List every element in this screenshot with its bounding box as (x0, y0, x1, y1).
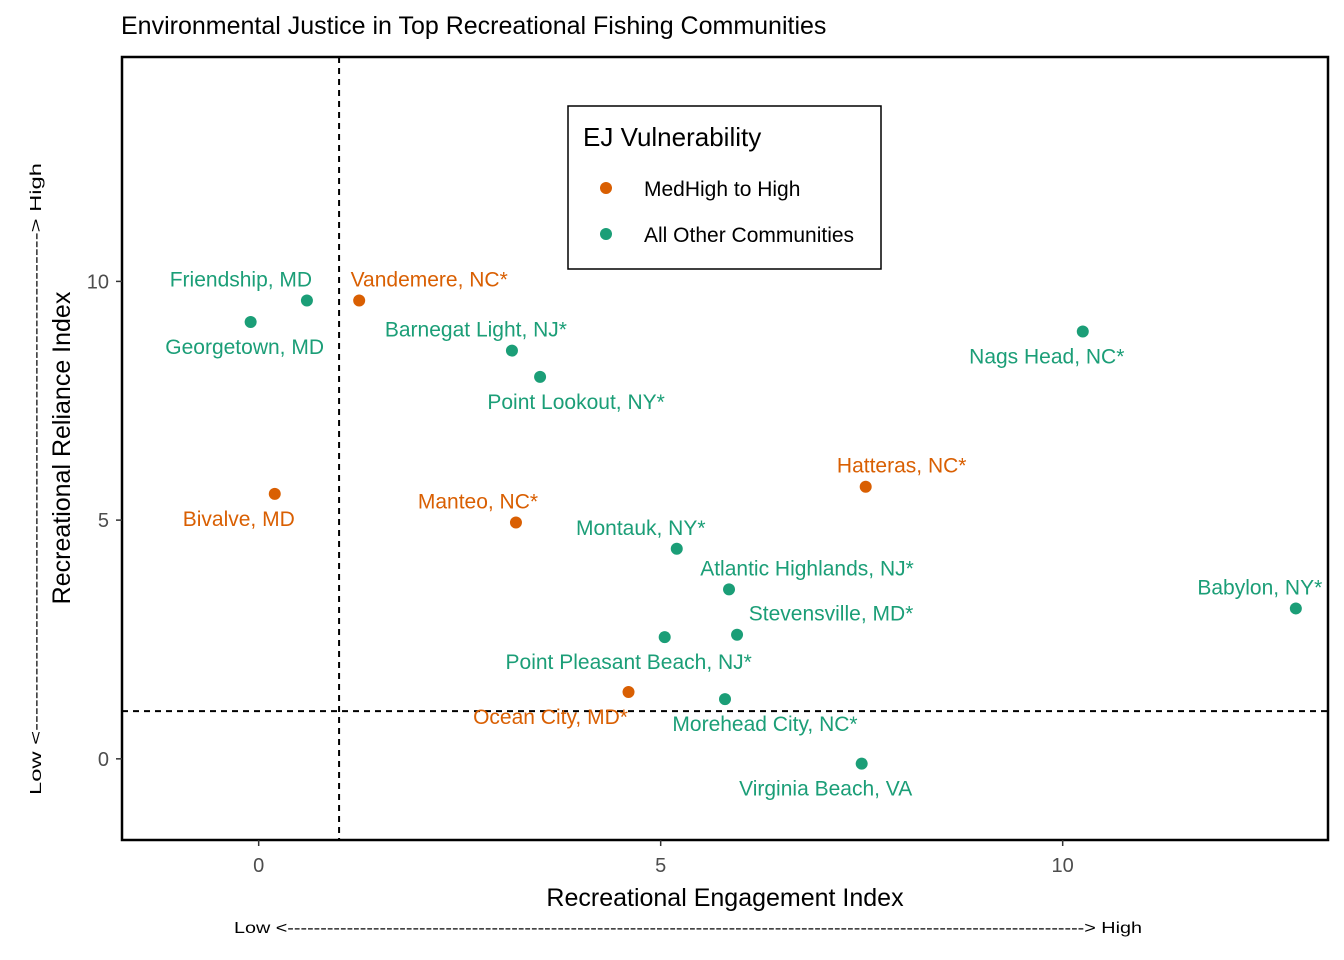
legend-label-high: MedHigh to High (644, 178, 800, 201)
x-direction-label: Low < -----------------------------------… (234, 920, 1142, 937)
data-points (244, 294, 1302, 770)
x-direction-dashes: ----------------------------------------… (287, 920, 1084, 937)
legend-box (567, 105, 882, 270)
point-label: Stevensville, MD* (749, 603, 914, 626)
data-point (622, 685, 635, 698)
point-label: Montauk, NY* (576, 517, 706, 540)
point-label: Friendship, MD (170, 268, 312, 291)
data-point (509, 516, 522, 529)
data-point (719, 693, 731, 706)
x-tick-label: 0 (253, 855, 264, 877)
point-labels: Friendship, MD Georgetown, MD Vandemere, N… (165, 268, 1322, 800)
x-tick-label: 10 (1052, 855, 1074, 877)
y-tick-label: 5 (98, 510, 109, 532)
legend-key-high (600, 182, 612, 194)
point-label: Point Lookout, NY* (487, 391, 664, 414)
data-point (658, 631, 671, 644)
point-label: Vandemere, NC* (351, 268, 508, 291)
point-label: Nags Head, NC* (969, 346, 1124, 369)
point-label: Georgetown, MD (165, 336, 324, 359)
x-axis-ticks: 0 5 10 (253, 840, 1074, 877)
point-label: Barnegat Light, NJ* (385, 319, 567, 342)
chart-title: Environmental Justice in Top Recreationa… (121, 12, 826, 40)
legend-label-other: All Other Communities (644, 224, 854, 247)
x-tick-label: 5 (655, 855, 666, 877)
data-point (505, 344, 518, 357)
data-point (300, 294, 313, 307)
x-direction-low: Low < (234, 920, 287, 937)
y-direction-high: > High (28, 163, 45, 232)
data-point (534, 370, 547, 383)
data-point (859, 480, 872, 493)
point-label: Babylon, NY* (1197, 576, 1322, 599)
y-direction-dashes: ----------------------------------------… (28, 232, 45, 731)
point-label: Atlantic Highlands, NJ* (700, 557, 914, 580)
y-axis-ticks: 0 5 10 (87, 271, 122, 771)
data-point (731, 628, 744, 641)
data-point (353, 294, 366, 307)
data-point (244, 315, 257, 328)
point-label: Point Pleasant Beach, NJ* (506, 651, 752, 674)
y-direction-label: Low <-----------------------------------… (28, 163, 45, 795)
y-direction-low: Low < (28, 731, 45, 795)
data-point (268, 487, 281, 500)
y-axis-title: Recreational Reliance Index (48, 291, 76, 604)
point-label: Morehead City, NC* (672, 713, 857, 736)
y-tick-label: 10 (87, 271, 109, 293)
point-label: Bivalve, MD (183, 508, 295, 531)
point-label: Hatteras, NC* (837, 455, 967, 478)
point-label: Manteo, NC* (418, 491, 538, 514)
point-label: Ocean City, MD* (473, 706, 628, 729)
legend: EJ Vulnerability MedHigh to High All Oth… (567, 105, 882, 270)
data-point (1076, 325, 1089, 338)
data-point (1289, 602, 1302, 615)
data-point (723, 583, 736, 596)
y-tick-label: 0 (98, 749, 109, 771)
legend-title: EJ Vulnerability (583, 122, 761, 152)
x-axis-title: Recreational Engagement Index (546, 884, 904, 912)
legend-key-other (600, 228, 612, 240)
data-point (670, 542, 683, 555)
data-point (855, 757, 868, 770)
x-direction-high: > High (1084, 920, 1142, 937)
point-label: Virginia Beach, VA (739, 778, 912, 801)
